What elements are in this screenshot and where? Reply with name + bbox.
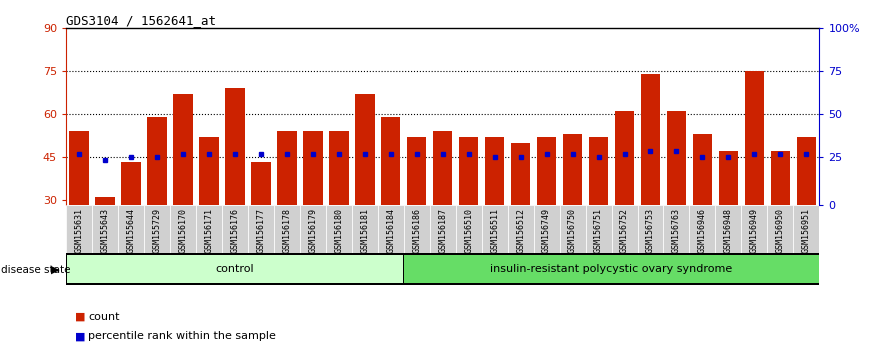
FancyBboxPatch shape xyxy=(482,205,507,253)
Bar xyxy=(407,137,426,205)
Text: GSM156752: GSM156752 xyxy=(620,208,629,253)
Text: GSM156171: GSM156171 xyxy=(204,208,213,253)
FancyBboxPatch shape xyxy=(274,205,300,253)
Text: GSM156187: GSM156187 xyxy=(438,208,448,253)
FancyBboxPatch shape xyxy=(92,205,118,253)
Text: GSM155729: GSM155729 xyxy=(152,208,161,253)
Text: ▶: ▶ xyxy=(51,265,60,275)
FancyBboxPatch shape xyxy=(118,205,144,253)
Bar xyxy=(226,88,245,205)
Text: GSM156512: GSM156512 xyxy=(516,208,525,253)
Bar xyxy=(485,137,505,205)
Bar xyxy=(122,162,141,205)
FancyBboxPatch shape xyxy=(742,205,767,253)
FancyBboxPatch shape xyxy=(300,205,326,253)
Bar xyxy=(615,111,634,205)
Bar xyxy=(251,162,270,205)
Text: GSM156510: GSM156510 xyxy=(464,208,473,253)
Bar xyxy=(199,137,218,205)
FancyBboxPatch shape xyxy=(67,255,403,283)
FancyBboxPatch shape xyxy=(170,205,196,253)
Text: GSM156763: GSM156763 xyxy=(672,208,681,253)
Text: GSM156750: GSM156750 xyxy=(568,208,577,253)
Text: GSM156177: GSM156177 xyxy=(256,208,265,253)
FancyBboxPatch shape xyxy=(690,205,715,253)
Bar xyxy=(692,134,712,205)
FancyBboxPatch shape xyxy=(326,205,352,253)
Text: percentile rank within the sample: percentile rank within the sample xyxy=(88,331,276,341)
Text: GSM156951: GSM156951 xyxy=(802,208,811,253)
Text: GSM156511: GSM156511 xyxy=(490,208,500,253)
Text: GSM156180: GSM156180 xyxy=(334,208,344,253)
Text: GSM156178: GSM156178 xyxy=(282,208,292,253)
Bar xyxy=(771,151,790,205)
Text: GSM155643: GSM155643 xyxy=(100,208,109,253)
Bar xyxy=(744,71,764,205)
FancyBboxPatch shape xyxy=(196,205,222,253)
FancyBboxPatch shape xyxy=(248,205,274,253)
Bar xyxy=(640,74,660,205)
Bar xyxy=(667,111,686,205)
Text: GSM156948: GSM156948 xyxy=(724,208,733,253)
Bar xyxy=(278,131,297,205)
Bar xyxy=(459,137,478,205)
Text: count: count xyxy=(88,312,120,322)
Bar xyxy=(147,117,167,205)
FancyBboxPatch shape xyxy=(767,205,794,253)
Text: insulin-resistant polycystic ovary syndrome: insulin-resistant polycystic ovary syndr… xyxy=(491,264,733,274)
FancyBboxPatch shape xyxy=(507,205,534,253)
Bar xyxy=(511,143,530,205)
Bar xyxy=(433,131,453,205)
Bar xyxy=(95,197,115,205)
FancyBboxPatch shape xyxy=(430,205,455,253)
Text: ■: ■ xyxy=(75,312,85,322)
FancyBboxPatch shape xyxy=(586,205,611,253)
Text: GSM156181: GSM156181 xyxy=(360,208,369,253)
Text: disease state: disease state xyxy=(1,265,70,275)
FancyBboxPatch shape xyxy=(638,205,663,253)
Text: GSM156751: GSM156751 xyxy=(594,208,603,253)
Text: GSM156950: GSM156950 xyxy=(776,208,785,253)
Text: GSM156949: GSM156949 xyxy=(750,208,759,253)
Bar xyxy=(355,94,374,205)
FancyBboxPatch shape xyxy=(404,255,818,283)
Bar xyxy=(70,131,89,205)
Text: GSM155644: GSM155644 xyxy=(127,208,136,253)
Bar xyxy=(589,137,608,205)
Bar xyxy=(329,131,349,205)
FancyBboxPatch shape xyxy=(66,253,819,285)
Text: GSM156184: GSM156184 xyxy=(386,208,396,253)
Text: GSM156186: GSM156186 xyxy=(412,208,421,253)
FancyBboxPatch shape xyxy=(534,205,559,253)
Text: ■: ■ xyxy=(75,331,85,341)
FancyBboxPatch shape xyxy=(794,205,819,253)
Bar xyxy=(174,94,193,205)
FancyBboxPatch shape xyxy=(455,205,482,253)
Text: GSM156946: GSM156946 xyxy=(698,208,707,253)
Text: GSM156176: GSM156176 xyxy=(231,208,240,253)
Bar xyxy=(719,151,738,205)
FancyBboxPatch shape xyxy=(611,205,638,253)
FancyBboxPatch shape xyxy=(715,205,742,253)
Text: GSM156170: GSM156170 xyxy=(179,208,188,253)
FancyBboxPatch shape xyxy=(222,205,248,253)
Bar xyxy=(537,137,556,205)
FancyBboxPatch shape xyxy=(378,205,403,253)
FancyBboxPatch shape xyxy=(559,205,586,253)
FancyBboxPatch shape xyxy=(66,205,92,253)
FancyBboxPatch shape xyxy=(352,205,378,253)
Bar xyxy=(381,117,401,205)
Text: GSM156749: GSM156749 xyxy=(542,208,552,253)
Bar xyxy=(796,137,816,205)
Text: GSM156179: GSM156179 xyxy=(308,208,317,253)
Text: GSM155631: GSM155631 xyxy=(75,208,84,253)
Bar xyxy=(303,131,322,205)
FancyBboxPatch shape xyxy=(403,205,430,253)
Text: control: control xyxy=(216,264,255,274)
Text: GSM156753: GSM156753 xyxy=(646,208,655,253)
FancyBboxPatch shape xyxy=(144,205,170,253)
Text: GDS3104 / 1562641_at: GDS3104 / 1562641_at xyxy=(66,14,216,27)
Bar xyxy=(563,134,582,205)
FancyBboxPatch shape xyxy=(663,205,690,253)
